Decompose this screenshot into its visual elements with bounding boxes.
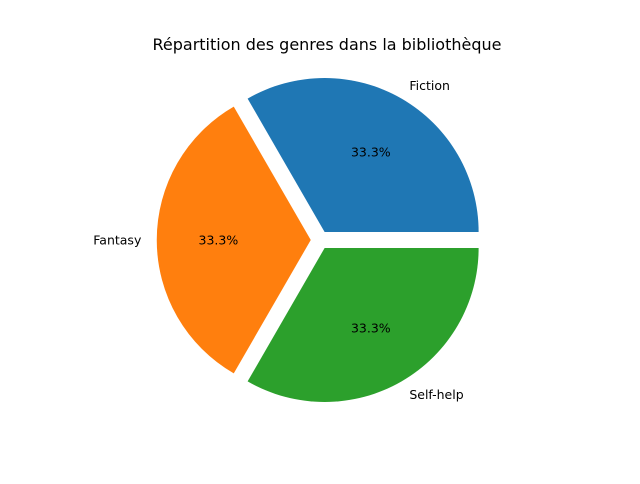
slice-label: Fiction: [409, 78, 450, 93]
pie-labels: Fiction 33.3% Fantasy 33.3% Self-help 33.3%: [93, 78, 463, 402]
pie-slice-fantasy: [156, 106, 311, 374]
slice-label: Self-help: [409, 387, 463, 402]
pie-slices: [156, 77, 479, 403]
slice-percent-label: 33.3%: [199, 233, 239, 248]
slice-label: Fantasy: [93, 233, 142, 248]
pie-slice-fiction: [247, 77, 479, 232]
slice-percent-label: 33.3%: [351, 144, 391, 159]
slice-percent-label: 33.3%: [351, 321, 391, 336]
pie-slice-self-help: [247, 248, 479, 403]
chart-title: Répartition des genres dans la bibliothè…: [153, 35, 502, 54]
